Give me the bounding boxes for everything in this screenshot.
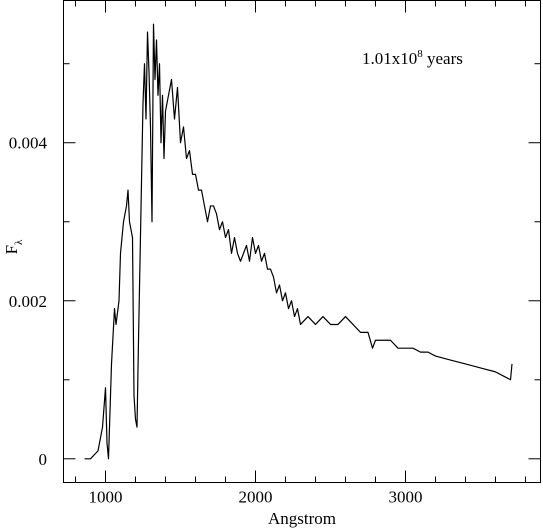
annotation-exponent: 8	[417, 48, 423, 60]
plot-frame	[63, 0, 541, 483]
x-tick-label: 3000	[389, 488, 423, 507]
y-tick-label: 0.002	[9, 292, 47, 311]
y-axis-label: Fλ	[2, 239, 25, 254]
spectrum-line	[84, 23, 513, 460]
y-tick-label: 0.004	[9, 134, 48, 153]
annotation-base: 1.01x10	[362, 49, 417, 68]
annotation-rest: years	[423, 49, 463, 68]
x-tick-label: 1000	[89, 488, 123, 507]
y-axis-label-text: Fλ	[2, 239, 25, 254]
annotation: 1.01x108 years	[362, 48, 463, 68]
x-axis-label: Angstrom	[268, 509, 336, 528]
y-label-base: F	[2, 245, 21, 254]
y-tick-label: 0	[39, 450, 48, 469]
y-label-subscript: λ	[13, 239, 25, 245]
x-tick-label: 2000	[239, 488, 273, 507]
